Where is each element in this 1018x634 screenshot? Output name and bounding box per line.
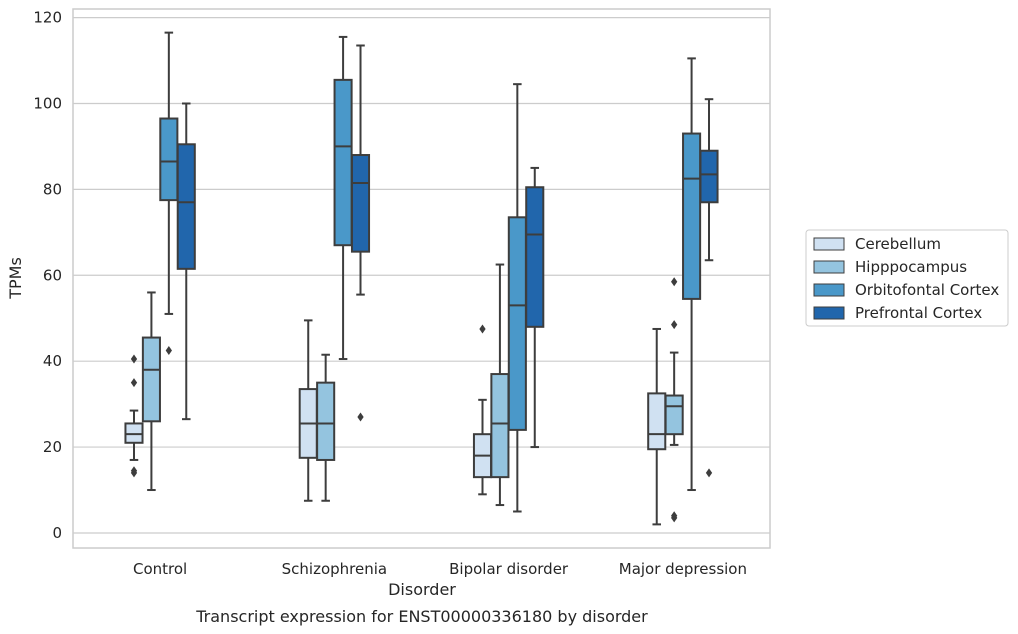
box-iqr: [141, 336, 161, 423]
box-plot: [699, 98, 719, 478]
legend-frame: [805, 229, 1009, 327]
legend-swatch: [813, 306, 845, 320]
y-tick-label: 120: [33, 9, 62, 27]
legend-entry: Cerebellum: [813, 235, 941, 253]
box-plot: [682, 57, 702, 492]
outlier-point: [671, 277, 678, 287]
legend-label: Cerebellum: [855, 235, 941, 253]
x-tick-label: Schizophrenia: [282, 560, 387, 578]
y-axis-ticks: 0 20 40 60 80 100 120: [33, 9, 62, 542]
legend-swatch: [813, 237, 845, 251]
legend: Cerebellum Hipppocampus Orbitofontal Corte…: [805, 229, 1009, 327]
plot-frame: [72, 8, 771, 549]
legend-label: Hipppocampus: [855, 258, 967, 276]
box-plot: [176, 102, 196, 421]
box-iqr: [176, 143, 196, 270]
box-plot: [647, 327, 667, 526]
box-plot: [507, 83, 527, 513]
box-plot: [490, 263, 510, 507]
x-axis-ticks: Control Schizophrenia Bipolar disorder Majo…: [133, 560, 747, 578]
outlier-point: [130, 354, 138, 364]
box-plot: [333, 35, 353, 361]
y-tick-label: 80: [43, 180, 62, 198]
y-tick-label: 0: [52, 524, 62, 542]
box-iqr: [333, 78, 353, 247]
outlier-point: [165, 345, 172, 355]
box-iqr: [159, 117, 179, 202]
box-iqr: [316, 381, 336, 461]
box-iqr: [525, 186, 545, 328]
box-plot: [124, 354, 144, 478]
y-tick-label: 20: [43, 438, 62, 456]
box-iqr: [350, 154, 371, 253]
x-axis-label: Disorder: [388, 580, 456, 599]
outlier-point: [357, 412, 364, 422]
box-iqr: [682, 132, 702, 300]
box-plot: [141, 291, 161, 492]
outlier-point: [671, 513, 678, 523]
box-iqr: [699, 149, 719, 204]
y-tick-label: 60: [43, 266, 62, 284]
box-plot: [525, 166, 545, 449]
box-series: [124, 31, 719, 526]
y-tick-label: 100: [33, 94, 62, 112]
legend-label: Prefrontal Cortex: [855, 304, 982, 322]
legend-entry: Hipppocampus: [813, 258, 967, 276]
box-iqr: [664, 394, 684, 436]
box-iqr: [124, 422, 144, 444]
x-tick-label: Control: [133, 560, 187, 578]
y-tick-label: 40: [43, 352, 62, 370]
box-iqr: [490, 373, 510, 479]
legend-items: Cerebellum Hipppocampus Orbitofontal Corte…: [813, 235, 999, 322]
box-plot: [350, 44, 371, 422]
y-axis-label: TPMs: [6, 257, 25, 300]
legend-entry: Prefrontal Cortex: [813, 304, 982, 322]
box-plot: [316, 353, 336, 502]
box-plot: [159, 31, 179, 355]
box-plot: [298, 319, 318, 502]
box-plot: [472, 324, 493, 496]
grid-lines: [73, 16, 770, 534]
x-tick-label: Bipolar disorder: [449, 560, 569, 578]
outlier-point: [130, 468, 138, 478]
outlier-point: [479, 324, 486, 334]
x-tick-label: Major depression: [619, 560, 747, 578]
legend-swatch: [813, 260, 845, 274]
box-iqr: [647, 392, 667, 451]
legend-entry: Orbitofontal Cortex: [813, 281, 999, 299]
legend-swatch: [813, 283, 845, 297]
box-plot: [664, 277, 684, 523]
outlier-point: [671, 320, 678, 330]
legend-label: Orbitofontal Cortex: [855, 281, 999, 299]
outlier-point: [130, 378, 138, 388]
chart-caption: Transcript expression for ENST0000033618…: [195, 607, 648, 626]
box-iqr: [507, 216, 527, 431]
outlier-point: [705, 468, 713, 478]
